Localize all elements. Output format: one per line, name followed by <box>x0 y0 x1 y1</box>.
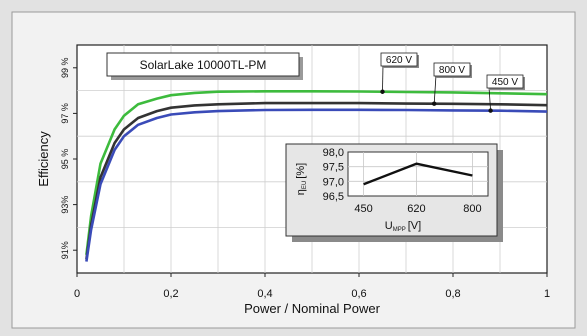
series-tag-leader <box>433 74 437 104</box>
chart-title: SolarLake 10000TL-PM <box>140 58 267 72</box>
inset-y-unit: [%] <box>295 163 307 179</box>
series-tag-label: 620 V <box>386 55 412 66</box>
inset-x-symbol: U <box>385 220 393 232</box>
x-tick-label: 0,6 <box>351 288 366 300</box>
inset-x-tick-label: 450 <box>354 203 372 215</box>
series-tag-dot <box>488 108 493 113</box>
y-tick-label: 95 % <box>60 149 70 170</box>
inset-x-tick-label: 800 <box>463 203 481 215</box>
inset-y-tick-label: 96,5 <box>323 191 344 203</box>
inset-x-subscript: MPP <box>393 227 406 233</box>
series-line-800v <box>85 101 548 260</box>
series-line-450v <box>85 108 548 262</box>
inset-panel: 450 620 800 96,5 97,0 97,5 98,0 UMPP [V] ηEU [%… <box>285 143 503 242</box>
inset-y-tick-label: 97,0 <box>323 176 344 188</box>
inset-x-tick-labels: 450 620 800 <box>354 203 481 215</box>
series-tag-dot <box>380 89 385 94</box>
y-tick-label: 97 % <box>60 103 70 124</box>
inset-x-unit: [V] <box>408 220 421 232</box>
inset-y-subscript: EU <box>302 181 308 189</box>
series-tag-box <box>433 62 471 77</box>
inset-x-tick-label: 620 <box>407 203 425 215</box>
x-axis-label: Power / Nominal Power <box>244 301 380 316</box>
series-tag-leader <box>382 64 384 92</box>
inset-y-axis-label: ηEU [%] <box>295 163 308 195</box>
series-tag-box <box>380 52 418 67</box>
x-tick-labels: 0 0,2 0,4 0,6 0,8 1 <box>74 273 550 300</box>
series-tag-leader <box>488 86 491 111</box>
y-tick-label: 91% <box>60 241 70 259</box>
x-tick-label: 0,8 <box>445 288 460 300</box>
series-line-620v <box>85 90 548 255</box>
x-tick-label: 0,2 <box>163 288 178 300</box>
y-axis-label: Efficiency <box>36 131 51 187</box>
x-tick-label: 1 <box>544 288 550 300</box>
x-tick-label: 0,4 <box>257 288 272 300</box>
inset-y-tick-label: 97,5 <box>323 162 344 174</box>
series-layer <box>85 90 548 262</box>
series-tag-label: 800 V <box>439 65 465 76</box>
y-tick-label: 99 % <box>60 58 70 79</box>
inset-y-tick-label: 98,0 <box>323 147 344 159</box>
y-tick-label: 93% <box>60 196 70 214</box>
series-tags: 620 V 800 V 450 V <box>380 52 525 113</box>
x-tick-label: 0 <box>74 288 80 300</box>
series-tag-label: 450 V <box>492 77 518 88</box>
inset-y-tick-labels: 96,5 97,0 97,5 98,0 <box>323 147 344 203</box>
title-box <box>106 52 300 77</box>
inset-x-axis-label: UMPP [V] <box>385 220 421 233</box>
y-tick-labels: 91% 93% 95 % 97 % 99 % <box>60 58 77 259</box>
inset-efficiency-line <box>363 162 473 186</box>
series-tag-box <box>486 74 524 89</box>
inset-y-symbol: η <box>295 189 307 195</box>
